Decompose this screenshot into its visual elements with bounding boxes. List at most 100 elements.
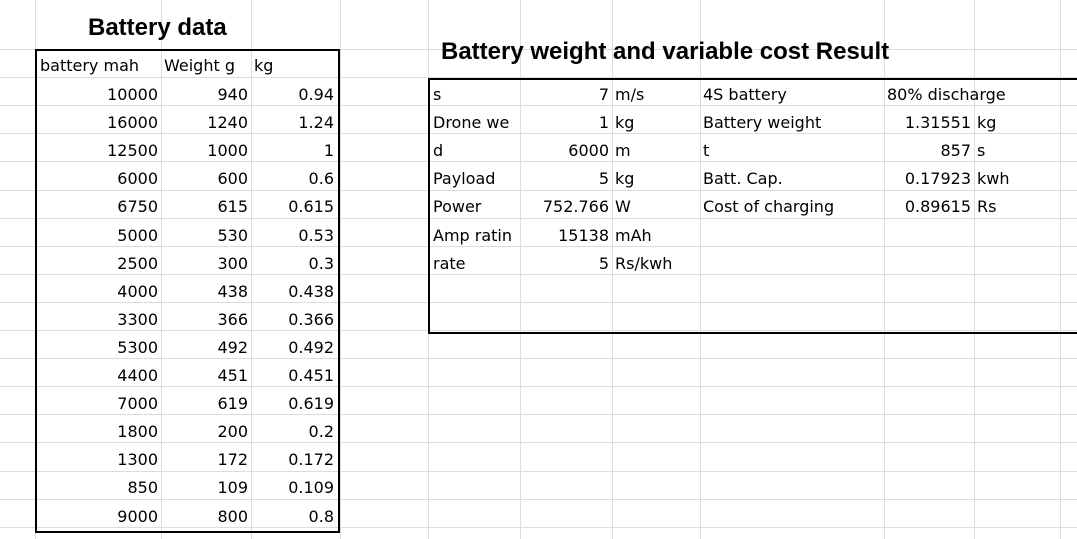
- battery-mah-cell[interactable]: 4000: [117, 282, 158, 301]
- input-unit-cell[interactable]: W: [615, 197, 631, 216]
- output-label-cell[interactable]: Battery weight: [703, 113, 822, 132]
- input-label-cell[interactable]: Power: [433, 197, 482, 216]
- output-label-cell[interactable]: t: [703, 141, 710, 160]
- input-value-cell[interactable]: 6000: [568, 141, 609, 160]
- gridline-row: [0, 330, 1077, 331]
- battery-mah-cell[interactable]: 6750: [117, 197, 158, 216]
- weight-g-cell[interactable]: 1000: [207, 141, 248, 160]
- output-unit-cell[interactable]: s: [977, 141, 986, 160]
- kg-cell[interactable]: 0.615: [288, 197, 334, 216]
- input-unit-cell[interactable]: mAh: [615, 226, 652, 245]
- battery-mah-cell[interactable]: 9000: [117, 507, 158, 526]
- gridline-row: [0, 358, 1077, 359]
- output-value-cell[interactable]: 857: [940, 141, 971, 160]
- weight-g-cell[interactable]: 438: [217, 282, 248, 301]
- input-unit-cell[interactable]: Rs/kwh: [615, 254, 673, 273]
- input-unit-cell[interactable]: kg: [615, 113, 635, 132]
- input-value-cell[interactable]: 7: [598, 85, 609, 104]
- gridline-row: [0, 190, 1077, 191]
- result-title: Battery weight and variable cost Result: [441, 38, 890, 65]
- input-label-cell[interactable]: d: [433, 141, 444, 160]
- battery-mah-cell[interactable]: 4400: [117, 366, 158, 385]
- output-value-cell[interactable]: 80% discharge: [887, 85, 1006, 104]
- kg-cell[interactable]: 0.6: [308, 169, 334, 188]
- result-border: [428, 78, 1077, 334]
- kg-cell[interactable]: 0.53: [298, 226, 334, 245]
- weight-g-cell[interactable]: 530: [217, 226, 248, 245]
- battery-mah-cell[interactable]: 850: [127, 478, 158, 497]
- header-weight-g[interactable]: Weight g: [164, 56, 235, 75]
- output-label-cell[interactable]: 4S battery: [703, 85, 787, 104]
- kg-cell[interactable]: 1.24: [298, 113, 334, 132]
- input-value-cell[interactable]: 1: [598, 113, 609, 132]
- kg-cell[interactable]: 0.172: [288, 450, 334, 469]
- weight-g-cell[interactable]: 615: [217, 197, 248, 216]
- input-value-cell[interactable]: 15138: [558, 226, 609, 245]
- kg-cell[interactable]: 1: [323, 141, 334, 160]
- battery-mah-cell[interactable]: 12500: [107, 141, 158, 160]
- battery-data-title: Battery data: [88, 14, 227, 41]
- gridline-row: [0, 105, 1077, 106]
- output-value-cell[interactable]: 1.31551: [904, 113, 971, 132]
- weight-g-cell[interactable]: 300: [217, 254, 248, 273]
- battery-mah-cell[interactable]: 1300: [117, 450, 158, 469]
- kg-cell[interactable]: 0.109: [288, 478, 334, 497]
- output-value-cell[interactable]: 0.17923: [904, 169, 971, 188]
- output-unit-cell[interactable]: Rs: [977, 197, 997, 216]
- weight-g-cell[interactable]: 492: [217, 338, 248, 357]
- kg-cell[interactable]: 0.2: [308, 422, 334, 441]
- input-label-cell[interactable]: rate: [433, 254, 466, 273]
- input-value-cell[interactable]: 5: [598, 169, 609, 188]
- battery-mah-cell[interactable]: 5300: [117, 338, 158, 357]
- weight-g-cell[interactable]: 940: [217, 85, 248, 104]
- weight-g-cell[interactable]: 1240: [207, 113, 248, 132]
- output-unit-cell[interactable]: kwh: [977, 169, 1010, 188]
- input-unit-cell[interactable]: kg: [615, 169, 635, 188]
- kg-cell[interactable]: 0.94: [298, 85, 334, 104]
- gridline-row: [0, 386, 1077, 387]
- battery-mah-cell[interactable]: 6000: [117, 169, 158, 188]
- battery-mah-cell[interactable]: 3300: [117, 310, 158, 329]
- weight-g-cell[interactable]: 600: [217, 169, 248, 188]
- kg-cell[interactable]: 0.3: [308, 254, 334, 273]
- gridline-col: [612, 0, 613, 539]
- input-unit-cell[interactable]: m/s: [615, 85, 645, 104]
- weight-g-cell[interactable]: 366: [217, 310, 248, 329]
- output-label-cell[interactable]: Batt. Cap.: [703, 169, 783, 188]
- kg-cell[interactable]: 0.492: [288, 338, 334, 357]
- weight-g-cell[interactable]: 200: [217, 422, 248, 441]
- weight-g-cell[interactable]: 451: [217, 366, 248, 385]
- input-label-cell[interactable]: s: [433, 85, 442, 104]
- battery-mah-cell[interactable]: 7000: [117, 394, 158, 413]
- header-kg[interactable]: kg: [254, 56, 274, 75]
- gridline-row: [0, 499, 1077, 500]
- weight-g-cell[interactable]: 800: [217, 507, 248, 526]
- kg-cell[interactable]: 0.366: [288, 310, 334, 329]
- gridline-row: [0, 471, 1077, 472]
- output-value-cell[interactable]: 0.89615: [904, 197, 971, 216]
- header-battery-mah[interactable]: battery mah: [40, 56, 140, 75]
- battery-mah-cell[interactable]: 16000: [107, 113, 158, 132]
- kg-cell[interactable]: 0.438: [288, 282, 334, 301]
- battery-mah-cell[interactable]: 2500: [117, 254, 158, 273]
- input-unit-cell[interactable]: m: [615, 141, 631, 160]
- weight-g-cell[interactable]: 172: [217, 450, 248, 469]
- battery-mah-cell[interactable]: 5000: [117, 226, 158, 245]
- battery-mah-cell[interactable]: 1800: [117, 422, 158, 441]
- kg-cell[interactable]: 0.8: [308, 507, 334, 526]
- input-label-cell[interactable]: Drone we: [433, 113, 510, 132]
- input-label-cell[interactable]: Amp ratin: [433, 226, 513, 245]
- gridline-row: [0, 77, 1077, 78]
- input-label-cell[interactable]: Payload: [433, 169, 496, 188]
- output-label-cell[interactable]: Cost of charging: [703, 197, 835, 216]
- input-value-cell[interactable]: 5: [598, 254, 609, 273]
- battery-mah-cell[interactable]: 10000: [107, 85, 158, 104]
- weight-g-cell[interactable]: 109: [217, 478, 248, 497]
- weight-g-cell[interactable]: 619: [217, 394, 248, 413]
- kg-cell[interactable]: 0.619: [288, 394, 334, 413]
- input-value-cell[interactable]: 752.766: [542, 197, 609, 216]
- output-unit-cell[interactable]: kg: [977, 113, 997, 132]
- gridline-col: [700, 0, 701, 539]
- kg-cell[interactable]: 0.451: [288, 366, 334, 385]
